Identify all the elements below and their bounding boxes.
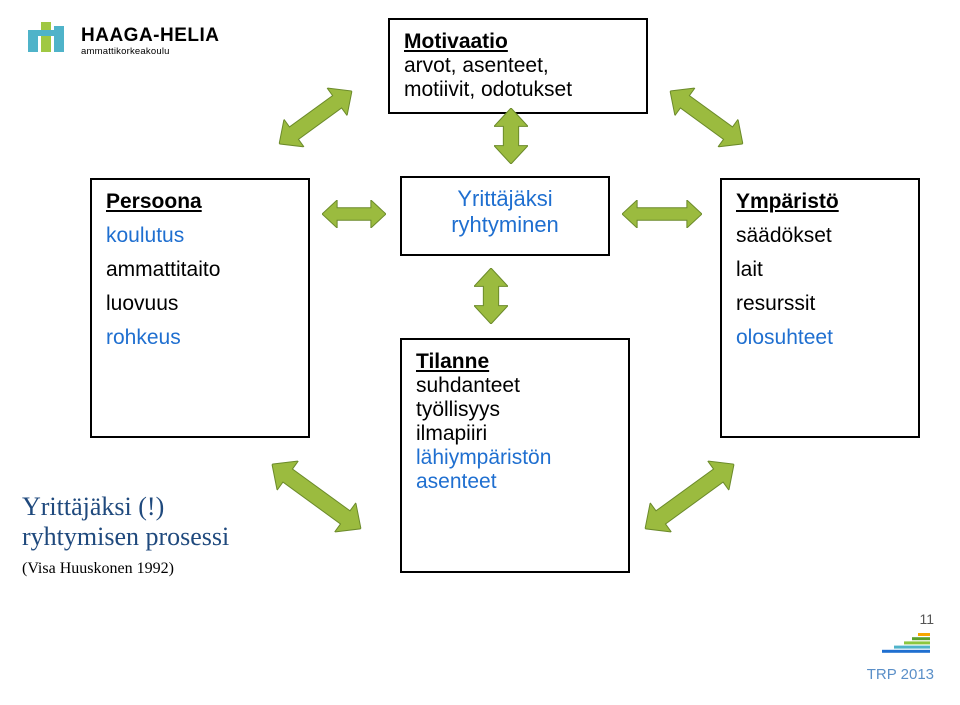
box-persoona-item: luovuus <box>106 292 294 316</box>
double-arrow-icon <box>634 450 747 548</box>
box-motivaatio-line1: arvot, asenteet, <box>404 54 632 78</box>
double-arrow-icon <box>322 200 386 233</box>
logo: HAAGA-HELIA ammattikorkeakoulu <box>28 22 220 60</box>
box-ymparisto: Ympäristö säädökset lait resurssit olosu… <box>720 178 920 438</box>
box-ymparisto-item: lait <box>736 258 904 282</box>
logo-main: HAAGA-HELIA <box>81 26 220 45</box>
box-ymparisto-item: olosuhteet <box>736 326 904 350</box>
double-arrow-icon <box>494 108 528 169</box>
double-arrow-icon <box>269 77 365 161</box>
box-persoona-item: ammattitaito <box>106 258 294 282</box>
box-persoona-title: Persoona <box>106 190 294 214</box>
box-tilanne: Tilanne suhdanteet työllisyys ilmapiiri … <box>400 338 630 573</box>
double-arrow-icon <box>258 450 371 548</box>
caption-line1: Yrittäjäksi (!) <box>22 492 229 522</box>
box-motivaatio-line2: motiivit, odotukset <box>404 78 632 102</box>
box-yrittajaksi: Yrittäjäksi ryhtyminen <box>400 176 610 256</box>
footer-tag: TRP 2013 <box>867 666 934 683</box>
box-persoona: Persoona koulutus ammattitaito luovuus r… <box>90 178 310 438</box>
box-tilanne-item: asenteet <box>416 470 614 494</box>
center-top-line1: Yrittäjäksi <box>416 186 594 212</box>
box-motivaatio-title: Motivaatio <box>404 30 632 54</box>
box-ymparisto-title: Ympäristö <box>736 190 904 214</box>
double-arrow-icon <box>622 200 702 233</box>
logo-sub: ammattikorkeakoulu <box>81 47 220 57</box>
box-tilanne-item: lähiympäristön <box>416 446 614 470</box>
box-tilanne-item: ilmapiiri <box>416 422 614 446</box>
box-ymparisto-item: säädökset <box>736 224 904 248</box>
center-top-line2: ryhtyminen <box>416 212 594 238</box>
box-persoona-item: koulutus <box>106 224 294 248</box>
footer-bars-icon <box>878 633 930 655</box>
box-ymparisto-item: resurssit <box>736 292 904 316</box>
caption: Yrittäjäksi (!) ryhtymisen prosessi <box>22 492 229 552</box>
box-tilanne-item: työllisyys <box>416 398 614 422</box>
double-arrow-icon <box>657 77 753 161</box>
caption-line2: ryhtymisen prosessi <box>22 522 229 552</box>
box-persoona-item: rohkeus <box>106 326 294 350</box>
box-tilanne-title: Tilanne <box>416 350 614 374</box>
box-tilanne-item: suhdanteet <box>416 374 614 398</box>
box-motivaatio: Motivaatio arvot, asenteet, motiivit, od… <box>388 18 648 114</box>
page-number: 11 <box>919 611 934 627</box>
caption-sub: (Visa Huuskonen 1992) <box>22 560 174 578</box>
logo-icon <box>28 22 76 60</box>
double-arrow-icon <box>474 268 508 329</box>
